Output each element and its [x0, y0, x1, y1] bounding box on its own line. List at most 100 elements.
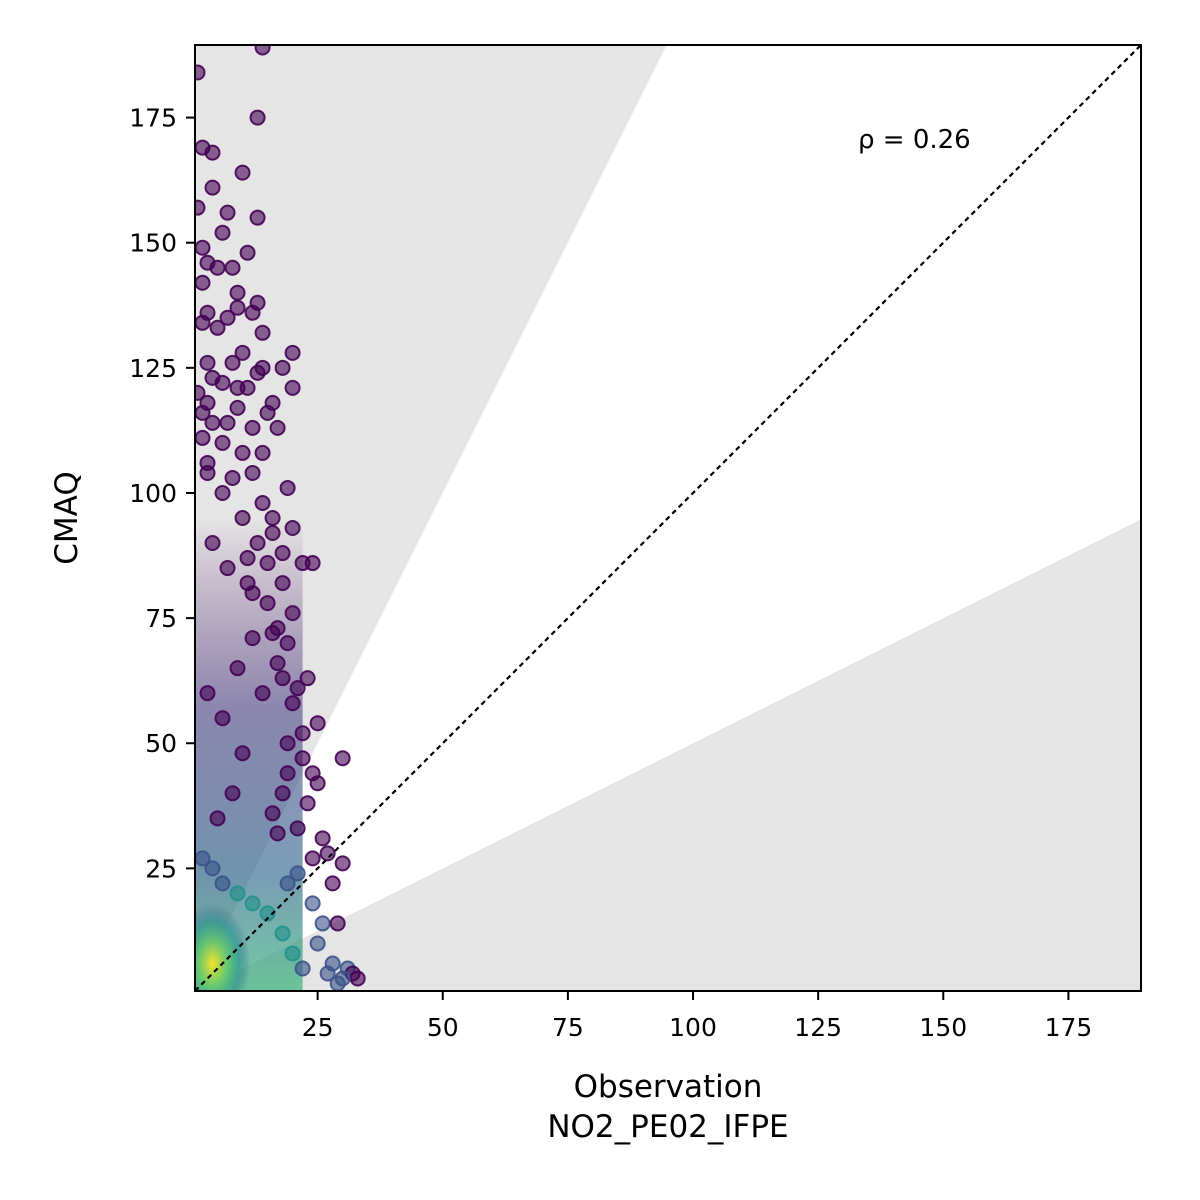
data-point: [294, 960, 311, 977]
data-point: [349, 970, 366, 987]
data-point: [274, 925, 291, 942]
data-point: [259, 404, 276, 421]
y-tick-label: 150: [129, 229, 177, 258]
x-tick-label: 25: [302, 1013, 334, 1042]
data-point: [299, 795, 316, 812]
data-point: [284, 695, 301, 712]
data-point: [234, 510, 251, 526]
data-point: [304, 850, 321, 867]
scatter-points: [195, 45, 366, 991]
data-point: [214, 224, 231, 241]
data-point: [264, 510, 281, 526]
data-point: [254, 324, 271, 341]
data-point: [204, 179, 221, 196]
data-point: [229, 284, 246, 301]
data-point: [264, 525, 281, 542]
data-point: [214, 484, 231, 501]
x-tick-label: 175: [1045, 1013, 1093, 1042]
data-point: [224, 259, 241, 276]
data-point: [294, 750, 311, 767]
data-point: [274, 359, 291, 376]
data-point: [309, 935, 326, 952]
data-point: [209, 259, 226, 276]
data-point: [209, 810, 226, 827]
data-point: [304, 555, 321, 572]
data-point: [195, 64, 206, 81]
data-point: [269, 419, 286, 436]
data-point: [294, 725, 311, 742]
data-point: [284, 605, 301, 622]
data-point: [249, 364, 266, 381]
data-point: [284, 344, 301, 361]
data-point: [274, 545, 291, 562]
data-point: [264, 625, 281, 642]
data-point: [274, 785, 291, 802]
data-point: [239, 244, 256, 261]
data-point: [214, 875, 231, 892]
y-axis-ticks: 25 50 75 100 125 150 175: [129, 104, 195, 883]
data-point: [244, 630, 261, 647]
data-point: [279, 635, 296, 652]
data-point: [259, 595, 276, 612]
x-axis-sublabel: NO2_PE02_IFPE: [547, 1109, 788, 1145]
data-point: [244, 895, 261, 912]
lower-shaded-band: [197, 519, 1141, 991]
correlation-annotation: ρ = 0.26: [858, 125, 971, 155]
x-tick-label: 150: [919, 1013, 967, 1042]
data-point: [234, 164, 251, 181]
data-point: [254, 685, 271, 702]
data-point: [214, 434, 231, 451]
data-point: [239, 379, 256, 396]
data-point: [309, 775, 326, 792]
data-point: [254, 444, 271, 461]
data-point: [259, 905, 276, 922]
data-point: [204, 860, 221, 877]
data-point: [254, 494, 271, 511]
x-axis-ticks: 25 50 75 100 125 150 175: [302, 991, 1093, 1042]
data-point: [224, 354, 241, 371]
data-point: [269, 655, 286, 672]
data-point: [244, 419, 261, 436]
data-point: [229, 399, 246, 416]
y-tick-label: 75: [145, 604, 177, 633]
data-point: [229, 885, 246, 902]
data-point: [195, 274, 211, 291]
data-point: [329, 915, 346, 932]
data-point: [319, 845, 336, 862]
data-point: [284, 379, 301, 396]
x-tick-label: 50: [427, 1013, 459, 1042]
data-point: [279, 765, 296, 782]
data-point: [204, 414, 221, 431]
data-point: [199, 354, 216, 371]
data-point: [204, 535, 221, 552]
density-core: [195, 903, 251, 991]
plot-frame: [194, 44, 1142, 992]
data-point: [289, 680, 306, 697]
y-tick-label: 50: [145, 729, 177, 758]
x-tick-label: 125: [794, 1013, 842, 1042]
data-point: [224, 785, 241, 802]
data-point: [279, 875, 296, 892]
one-to-one-line: [195, 45, 1141, 991]
data-point: [249, 109, 266, 126]
y-axis-label: CMAQ: [49, 471, 85, 564]
data-point: [334, 855, 351, 872]
x-tick-label: 75: [552, 1013, 584, 1042]
data-point: [229, 660, 246, 677]
data-point: [244, 585, 261, 602]
data-point: [309, 715, 326, 732]
x-axis-label: Observation: [574, 1069, 763, 1105]
data-point: [274, 575, 291, 592]
data-point: [234, 344, 251, 361]
y-tick-label: 100: [129, 479, 177, 508]
data-point: [244, 304, 261, 321]
data-point: [244, 464, 261, 481]
data-point: [195, 850, 211, 867]
data-point: [199, 685, 216, 702]
data-point: [264, 805, 281, 822]
data-point: [204, 144, 221, 161]
data-point: [224, 469, 241, 486]
data-point: [254, 45, 271, 56]
data-point: [319, 965, 336, 982]
